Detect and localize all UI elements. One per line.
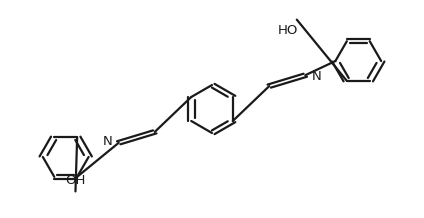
Text: N: N bbox=[103, 135, 112, 148]
Text: HO: HO bbox=[278, 24, 298, 37]
Text: N: N bbox=[312, 70, 321, 83]
Text: OH: OH bbox=[65, 174, 86, 187]
